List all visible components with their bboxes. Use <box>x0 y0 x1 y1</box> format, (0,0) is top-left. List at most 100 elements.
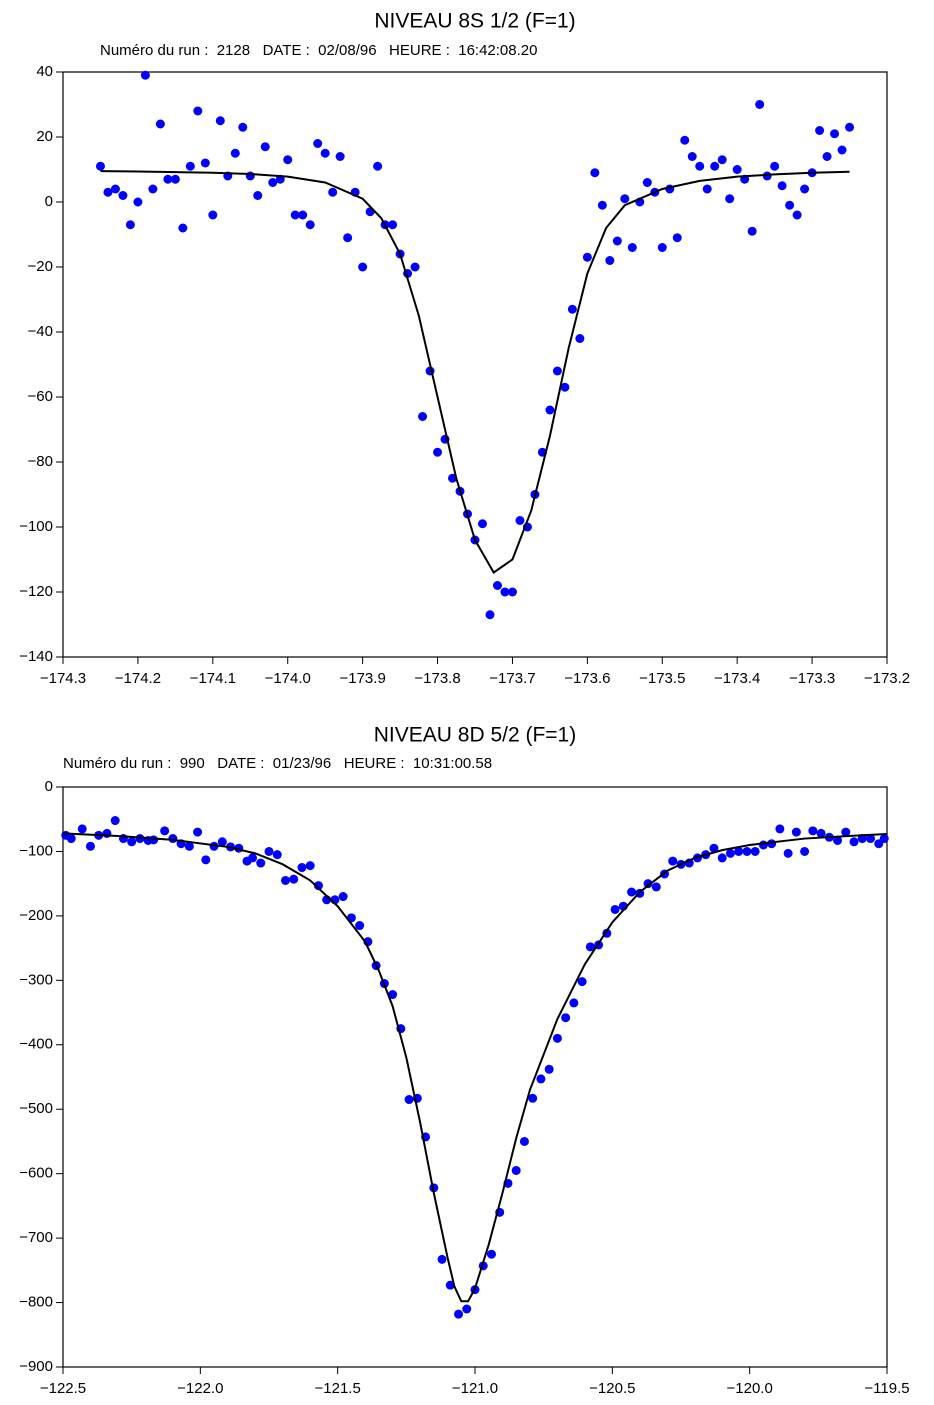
plot-frame <box>62 71 888 658</box>
data-point <box>388 990 398 1000</box>
y-tick-label: −400 <box>19 1036 53 1053</box>
y-tick-label: 40 <box>36 63 53 80</box>
data-point <box>680 135 690 145</box>
data-point <box>297 863 307 873</box>
data-point <box>569 998 579 1008</box>
data-point <box>418 412 428 421</box>
data-point <box>298 210 308 220</box>
data-point <box>373 161 383 171</box>
data-point <box>264 846 274 856</box>
y-tick-label: −200 <box>19 907 53 924</box>
data-point <box>785 200 795 210</box>
data-point <box>742 846 752 856</box>
data-point <box>454 1309 464 1319</box>
x-tick-label: −122.5 <box>40 1380 86 1397</box>
data-point <box>552 1033 562 1043</box>
data-point <box>519 1136 529 1146</box>
data-point <box>717 155 727 165</box>
data-point <box>305 220 315 230</box>
data-point <box>290 210 300 220</box>
data-point <box>758 840 768 850</box>
data-point <box>193 827 203 837</box>
data-point <box>610 904 620 914</box>
data-point <box>709 843 719 853</box>
data-point <box>833 835 843 845</box>
x-tick-label: −173.5 <box>639 670 685 687</box>
data-point <box>507 587 517 597</box>
data-point <box>515 516 525 525</box>
data-point <box>148 184 158 194</box>
data-point <box>575 334 585 343</box>
data-point <box>560 382 570 392</box>
data-point <box>437 1254 447 1264</box>
data-point <box>217 837 227 847</box>
data-point <box>256 858 266 868</box>
data-point <box>404 1095 414 1105</box>
data-point <box>672 233 682 243</box>
data-point <box>66 834 76 844</box>
data-point <box>750 846 760 856</box>
y-tick-label: −40 <box>28 323 53 340</box>
data-point <box>485 610 495 620</box>
data-point <box>85 841 95 851</box>
data-point <box>815 126 825 135</box>
data-point <box>280 875 290 885</box>
data-point <box>95 161 105 171</box>
data-point <box>800 846 810 856</box>
data-point <box>528 1093 538 1103</box>
data-point <box>305 861 315 871</box>
y-tick-label: −120 <box>19 583 53 600</box>
chart-title: NIVEAU 8S 1/2 (F=1) <box>374 10 575 33</box>
data-point <box>734 846 744 856</box>
y-tick-label: 0 <box>45 778 53 795</box>
y-tick-label: −700 <box>19 1229 53 1246</box>
data-point <box>184 841 194 851</box>
data-point <box>783 848 793 858</box>
x-tick-label: −174.2 <box>115 670 161 687</box>
y-tick-label: −80 <box>28 453 53 470</box>
x-tick-label: −174.3 <box>40 670 86 687</box>
y-tick-label: −100 <box>19 842 53 859</box>
data-point <box>338 892 348 902</box>
data-point <box>358 262 368 272</box>
data-point <box>536 1074 546 1084</box>
data-point <box>717 853 727 863</box>
chart-subtitle: Numéro du run : 990 DATE : 01/23/96 HEUR… <box>63 755 492 772</box>
x-tick-label: −174.0 <box>265 670 311 687</box>
data-point <box>118 191 128 200</box>
data-point <box>238 122 248 132</box>
x-tick-label: −121.5 <box>315 1380 361 1397</box>
data-point <box>830 129 840 139</box>
data-point <box>657 243 667 252</box>
x-tick-label: −173.3 <box>789 670 835 687</box>
y-tick-label: 20 <box>36 128 53 145</box>
data-point <box>343 233 353 243</box>
data-point <box>313 881 323 891</box>
data-point <box>710 161 720 171</box>
data-point <box>133 197 143 207</box>
y-tick-label: −600 <box>19 1165 53 1182</box>
data-point <box>127 837 137 847</box>
data-point <box>747 226 757 236</box>
data-point <box>155 119 165 129</box>
data-point <box>355 921 365 931</box>
data-point <box>248 853 258 863</box>
data-point <box>643 879 653 889</box>
data-point <box>320 148 330 158</box>
data-point <box>695 161 705 171</box>
data-point <box>866 834 876 844</box>
data-point <box>879 834 889 844</box>
data-point <box>77 824 87 834</box>
y-tick-label: −500 <box>19 1100 53 1117</box>
data-point <box>612 236 622 246</box>
data-point <box>725 194 735 204</box>
data-point <box>388 220 398 230</box>
y-tick-label: −900 <box>19 1358 53 1375</box>
data-point <box>253 191 263 200</box>
data-point <box>260 142 270 152</box>
data-point <box>170 174 180 184</box>
data-point <box>272 850 282 860</box>
data-point <box>800 184 810 194</box>
chart-title: NIVEAU 8D 5/2 (F=1) <box>374 724 576 747</box>
